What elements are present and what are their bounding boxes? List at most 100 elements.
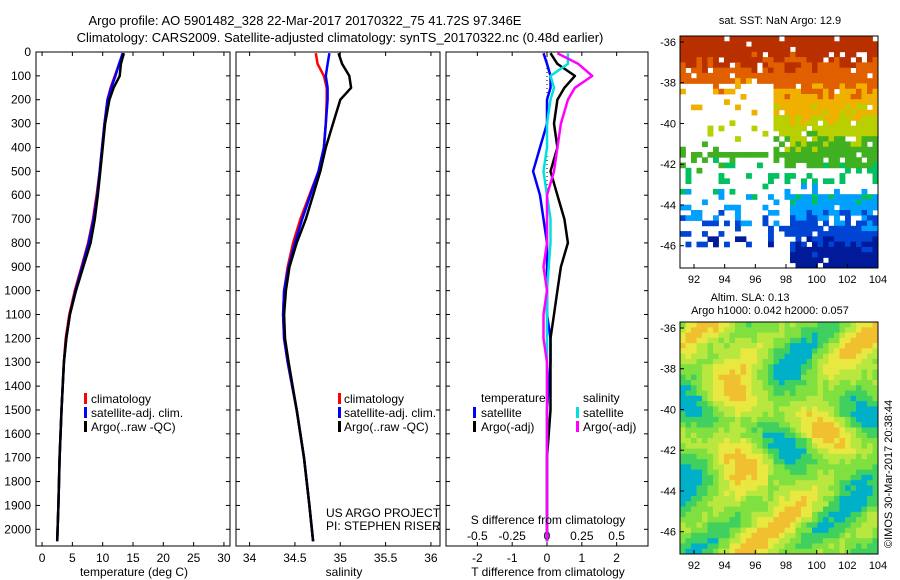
legend-marker-sal-argo — [576, 421, 579, 432]
map-cell — [856, 120, 862, 127]
imos-credit: ©IMOS 30-Mar-2017 20:38:44 — [883, 400, 895, 548]
map-cell — [729, 501, 736, 507]
map-cell — [839, 385, 846, 391]
map-cell — [817, 236, 824, 243]
map-cell — [795, 225, 802, 232]
map-cell — [718, 474, 725, 481]
map-cell — [740, 322, 747, 328]
map-lon-label: 96 — [749, 560, 761, 572]
map-cell — [823, 152, 829, 158]
map-cell — [856, 210, 862, 216]
map-lat-label: -46 — [660, 527, 676, 539]
map-cell — [856, 506, 862, 513]
map-cell — [751, 401, 758, 407]
map-cell — [845, 99, 851, 105]
x-tick-label: 5 — [69, 551, 76, 565]
map-cell — [828, 199, 835, 206]
map-cell — [729, 157, 736, 163]
map-cell — [746, 343, 752, 349]
map-cell — [773, 496, 780, 502]
map-cell — [685, 337, 692, 344]
map-cell — [856, 72, 862, 79]
map-cell — [795, 411, 802, 418]
map-cell — [872, 141, 879, 148]
map-cell — [795, 332, 802, 339]
map-cell — [702, 141, 708, 148]
map-cell — [784, 538, 791, 544]
map-cell — [768, 210, 774, 216]
map-cell — [845, 94, 851, 100]
map-cell — [707, 432, 714, 439]
map-cell — [735, 538, 741, 544]
map-cell — [680, 364, 686, 370]
map-cell — [839, 322, 846, 328]
map-cell — [691, 369, 697, 376]
map-cell — [795, 231, 802, 237]
map-cell — [861, 411, 868, 418]
map-cell — [779, 395, 785, 402]
map-cell — [812, 178, 818, 185]
map-cell — [790, 522, 796, 529]
map-cell — [861, 385, 868, 391]
map-cell — [795, 72, 802, 79]
map-cell — [713, 353, 719, 360]
map-cell — [691, 453, 697, 460]
series-line — [55, 52, 124, 542]
map-cell — [806, 427, 813, 434]
map-cell — [680, 453, 686, 460]
map-cell — [850, 459, 857, 465]
map-cell — [784, 115, 791, 121]
map-cell — [834, 443, 840, 449]
map-cell — [801, 72, 807, 79]
y-tick-label: 0 — [24, 45, 31, 59]
map-cell — [680, 215, 686, 221]
map-cell — [828, 337, 835, 344]
map-cell — [845, 104, 851, 111]
map-cell — [856, 511, 862, 518]
map-cell — [806, 522, 813, 529]
map-cell — [779, 390, 785, 397]
map-cell — [806, 343, 813, 349]
map-cell — [850, 427, 857, 434]
map-cell — [779, 104, 785, 111]
map-cell — [784, 480, 791, 486]
map-cell — [806, 99, 813, 105]
map-cell — [856, 432, 862, 439]
map-cell — [707, 72, 714, 79]
y-tick-label: 1200 — [4, 331, 31, 345]
map-cell — [718, 443, 725, 449]
map-cell — [713, 506, 719, 513]
map-cell — [850, 364, 857, 370]
map-cell — [828, 141, 835, 148]
map-cell — [784, 88, 791, 95]
map-cell — [867, 332, 873, 339]
map-cell — [680, 395, 686, 402]
map-cell — [839, 120, 846, 127]
map-cell — [702, 72, 708, 79]
map-cell — [828, 496, 835, 502]
map-cell — [713, 406, 719, 413]
map-cell — [839, 380, 846, 386]
map-cell — [680, 88, 686, 95]
map-cell — [867, 327, 873, 333]
map-cell — [779, 130, 785, 137]
map-frame — [679, 35, 879, 269]
map-cell — [751, 411, 758, 418]
map-cell — [856, 78, 862, 84]
map-cell — [817, 474, 824, 481]
map-cell — [768, 543, 774, 550]
map-cell — [702, 438, 708, 444]
map-cell — [751, 327, 758, 333]
map-cell — [685, 517, 692, 523]
map-cell — [856, 548, 862, 555]
map-cell — [806, 416, 813, 423]
map-cell — [839, 543, 846, 550]
map-cell — [861, 517, 868, 523]
map-cell — [812, 46, 818, 53]
map-cell — [795, 459, 802, 465]
map-cell — [790, 474, 796, 481]
map-cell — [806, 141, 813, 148]
map-cell — [867, 432, 873, 439]
map-cell — [801, 215, 807, 221]
